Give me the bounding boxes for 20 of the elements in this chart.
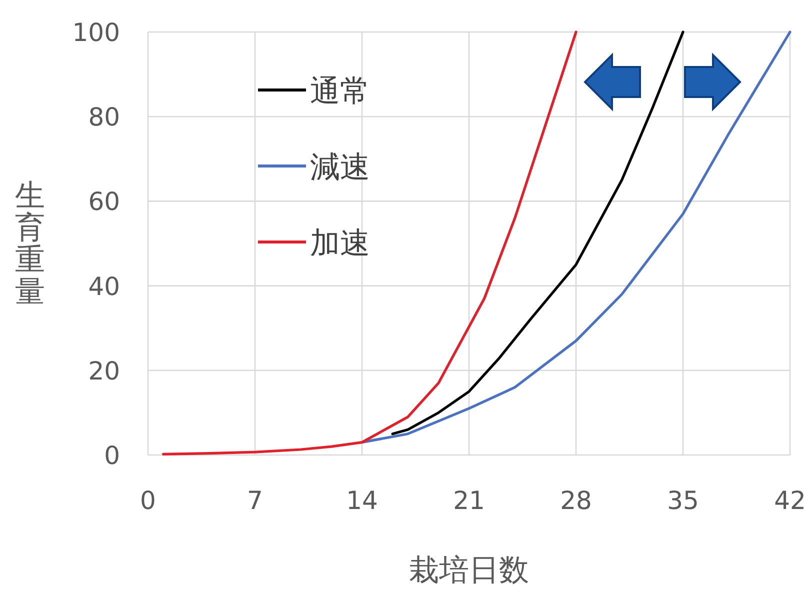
x-tick-label: 35: [667, 486, 699, 515]
x-tick-label: 14: [346, 486, 378, 515]
y-tick-label: 100: [72, 18, 120, 47]
line-series: [162, 30, 578, 456]
x-tick-label: 42: [774, 486, 806, 515]
legend-label: 減速: [310, 150, 370, 185]
x-tick-label: 7: [247, 486, 263, 515]
x-tick-label: 0: [140, 486, 156, 515]
y-tick-label: 20: [88, 356, 120, 386]
y-tick-label: 60: [88, 187, 120, 216]
x-tick-label: 28: [560, 486, 592, 515]
line-series: [391, 30, 684, 436]
y-axis-title: 生育重量: [15, 178, 45, 310]
legend-label: 通常: [310, 74, 370, 109]
y-tick-label: 0: [104, 441, 120, 470]
x-axis-title: 栽培日数: [409, 553, 529, 588]
y-tick-label: 80: [88, 102, 120, 132]
x-tick-label: 21: [453, 486, 485, 515]
legend-label: 加速: [310, 226, 370, 261]
y-tick-label: 40: [88, 272, 120, 301]
